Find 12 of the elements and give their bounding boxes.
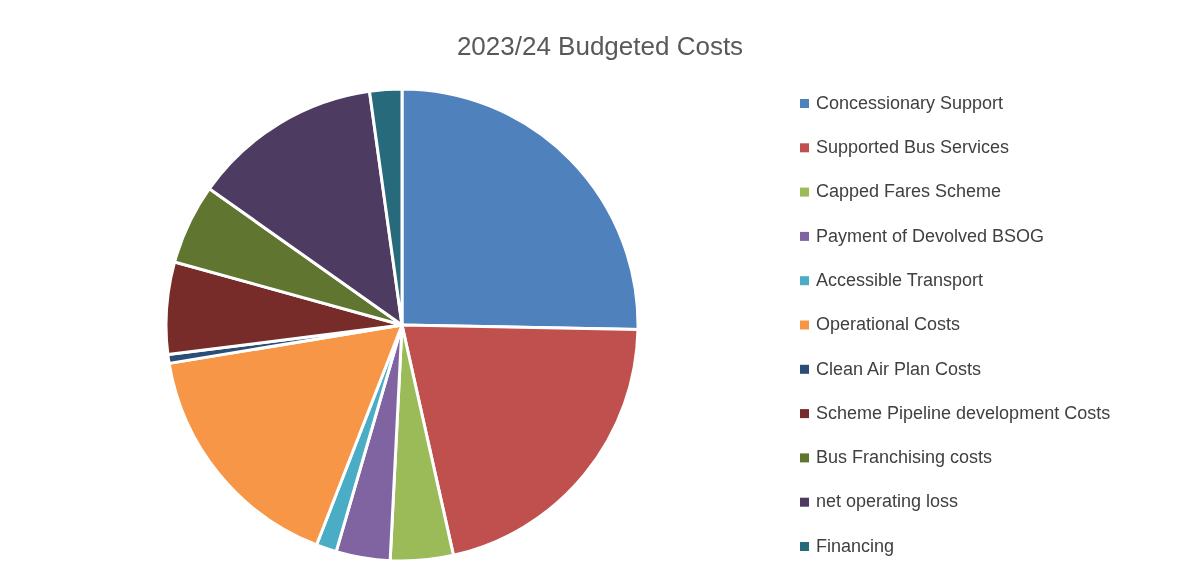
- legend-label: net operating loss: [816, 491, 959, 512]
- legend-label: Accessible Transport: [816, 269, 984, 290]
- legend-label: Concessionary Support: [816, 92, 1004, 113]
- chart-title: 2023/24 Budgeted Costs: [456, 31, 744, 61]
- legend-label: Scheme Pipeline development Costs: [816, 402, 1111, 423]
- legend-label: Operational Costs: [816, 314, 961, 335]
- legend-label: Financing: [816, 535, 895, 556]
- legend-label: Clean Air Plan Costs: [816, 358, 982, 379]
- legend-label: Bus Franchising costs: [816, 447, 993, 468]
- legend-label: Supported Bus Services: [816, 137, 1010, 158]
- legend-label: Payment of Devolved BSOG: [816, 225, 1045, 246]
- legend-label: Capped Fares Scheme: [816, 181, 1002, 202]
